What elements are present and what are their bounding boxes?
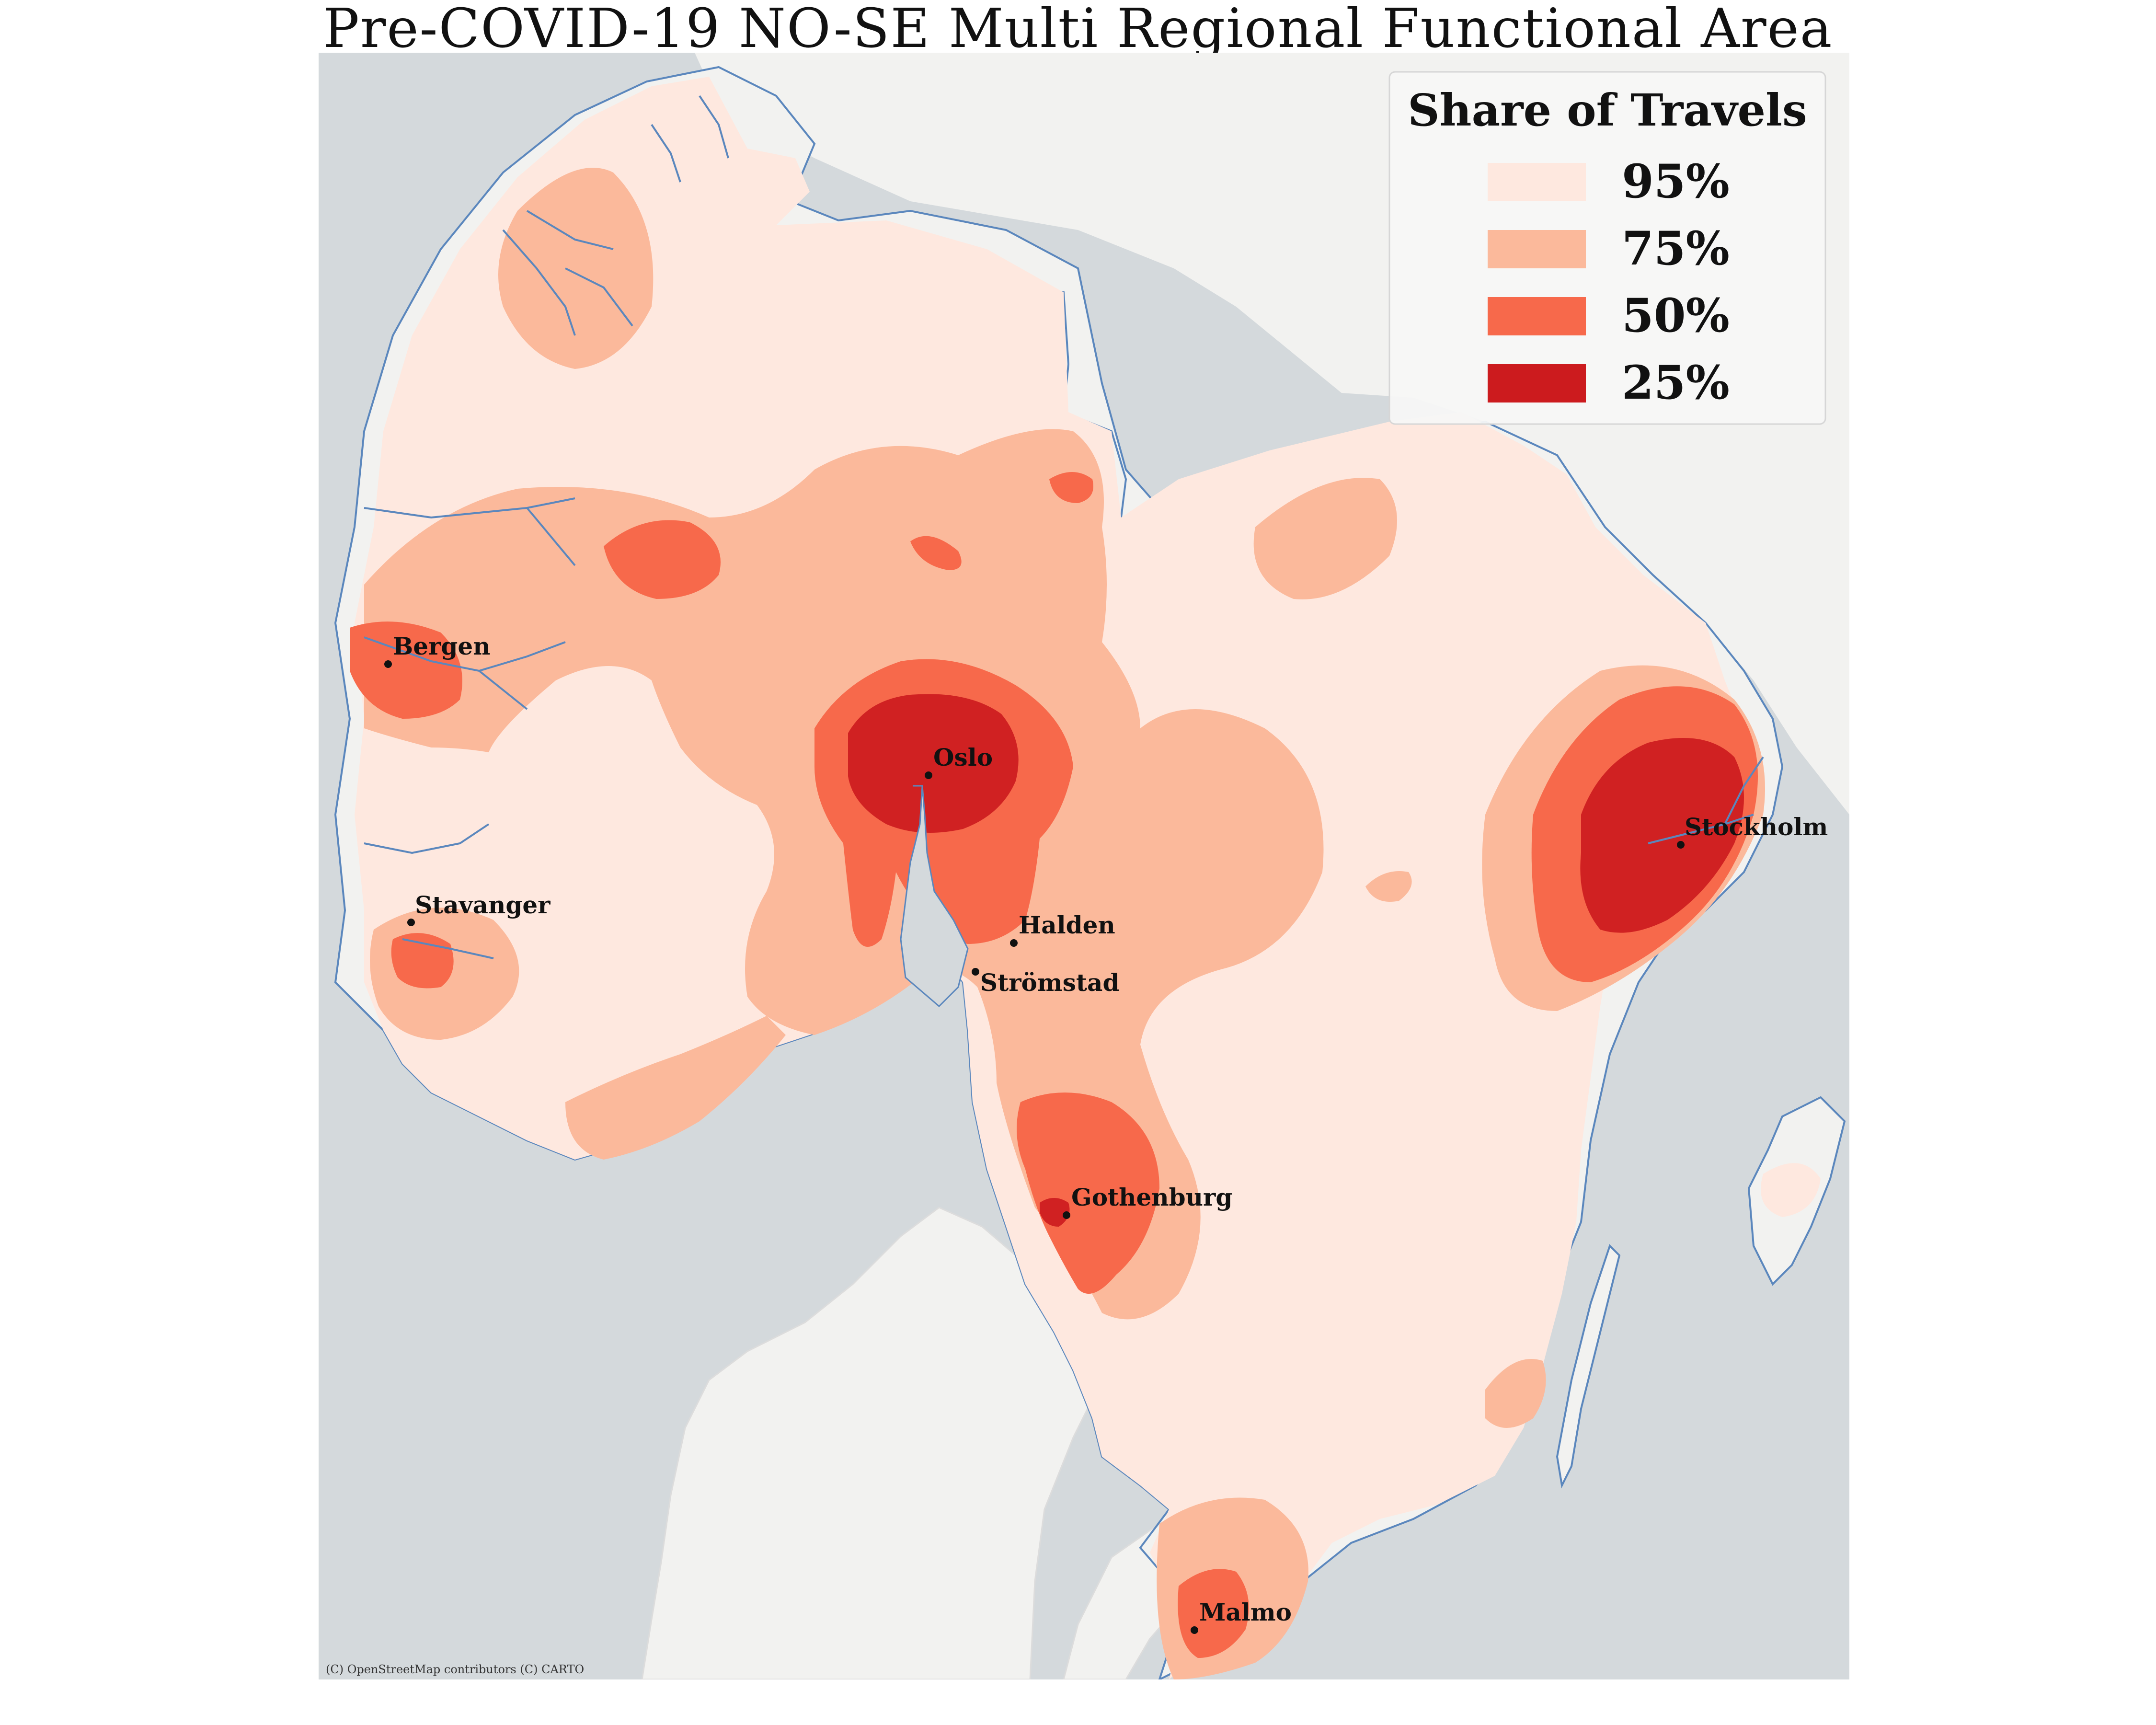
land-oland bbox=[1556, 1244, 1621, 1489]
contour-50-small-c bbox=[910, 536, 962, 570]
city-label-halden: Halden bbox=[1019, 911, 1115, 939]
city-marker-gothenburg bbox=[1063, 1211, 1070, 1219]
contour-50-gothenburg bbox=[1017, 1092, 1159, 1294]
city-marker-oslo bbox=[925, 771, 932, 779]
legend-label-95: 95% bbox=[1622, 154, 1730, 208]
city-label-oslo: Oslo bbox=[933, 743, 993, 771]
city-label-stavanger: Stavanger bbox=[415, 891, 550, 919]
contour-50-stavanger bbox=[391, 933, 454, 989]
city-label-malmo: Malmo bbox=[1199, 1598, 1292, 1626]
legend-label-75: 75% bbox=[1622, 221, 1730, 276]
contour-25-gothenburg bbox=[1040, 1198, 1070, 1227]
contour-75-east-oval bbox=[1253, 478, 1397, 599]
legend-label-50: 50% bbox=[1622, 288, 1730, 343]
city-marker-stavanger bbox=[407, 919, 415, 926]
city-marker-stockholm bbox=[1677, 841, 1685, 849]
legend-swatch-75 bbox=[1488, 230, 1586, 268]
city-marker-bergen bbox=[384, 660, 392, 668]
oslofjord bbox=[900, 785, 969, 1008]
stockholm-archipelago bbox=[1648, 756, 1764, 844]
city-label-stockholm: Stockholm bbox=[1685, 813, 1828, 841]
city-marker-malmo bbox=[1191, 1626, 1198, 1634]
contour-50-bergen bbox=[350, 621, 462, 719]
map-attribution: (C) OpenStreetMap contributors (C) CARTO bbox=[326, 1663, 584, 1676]
contour-75-oland bbox=[1485, 1359, 1546, 1428]
contour-50-malmo bbox=[1178, 1569, 1249, 1658]
contour-25-stockholm bbox=[1580, 738, 1744, 933]
legend-swatch-25 bbox=[1488, 364, 1586, 402]
legend: Share of Travels 95% 75% 50% 25% bbox=[1388, 71, 1826, 425]
legend-label-25: 25% bbox=[1622, 356, 1730, 410]
legend-swatch-50 bbox=[1488, 297, 1586, 335]
contour-75-south-coast bbox=[565, 1016, 786, 1160]
contour-25-oslo bbox=[848, 694, 1019, 833]
contour-75-small bbox=[1365, 871, 1412, 902]
legend-box bbox=[1388, 71, 1826, 425]
map-title: Pre-COVID-19 NO-SE Multi Regional Functi… bbox=[323, 0, 1833, 60]
legend-swatch-95 bbox=[1488, 163, 1586, 201]
contour-50-small-n bbox=[1049, 472, 1093, 503]
city-label-stromstad: Strömstad bbox=[980, 968, 1119, 997]
city-label-bergen: Bergen bbox=[393, 632, 491, 660]
contour-75-west-north bbox=[498, 168, 654, 369]
city-marker-stromstad bbox=[972, 968, 979, 976]
legend-title: Share of Travels bbox=[1408, 84, 1807, 136]
city-label-gothenburg: Gothenburg bbox=[1071, 1183, 1232, 1211]
west-fjords bbox=[364, 95, 729, 959]
contour-50-sogn bbox=[604, 520, 721, 599]
city-markers bbox=[384, 660, 1685, 1634]
city-marker-halden bbox=[1010, 939, 1018, 947]
contour-95-gotland bbox=[1761, 1163, 1821, 1217]
